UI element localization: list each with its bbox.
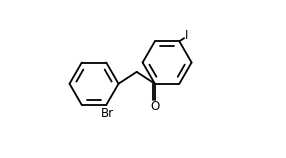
Text: O: O: [150, 100, 160, 113]
Text: Br: Br: [101, 107, 114, 120]
Text: I: I: [185, 29, 188, 42]
